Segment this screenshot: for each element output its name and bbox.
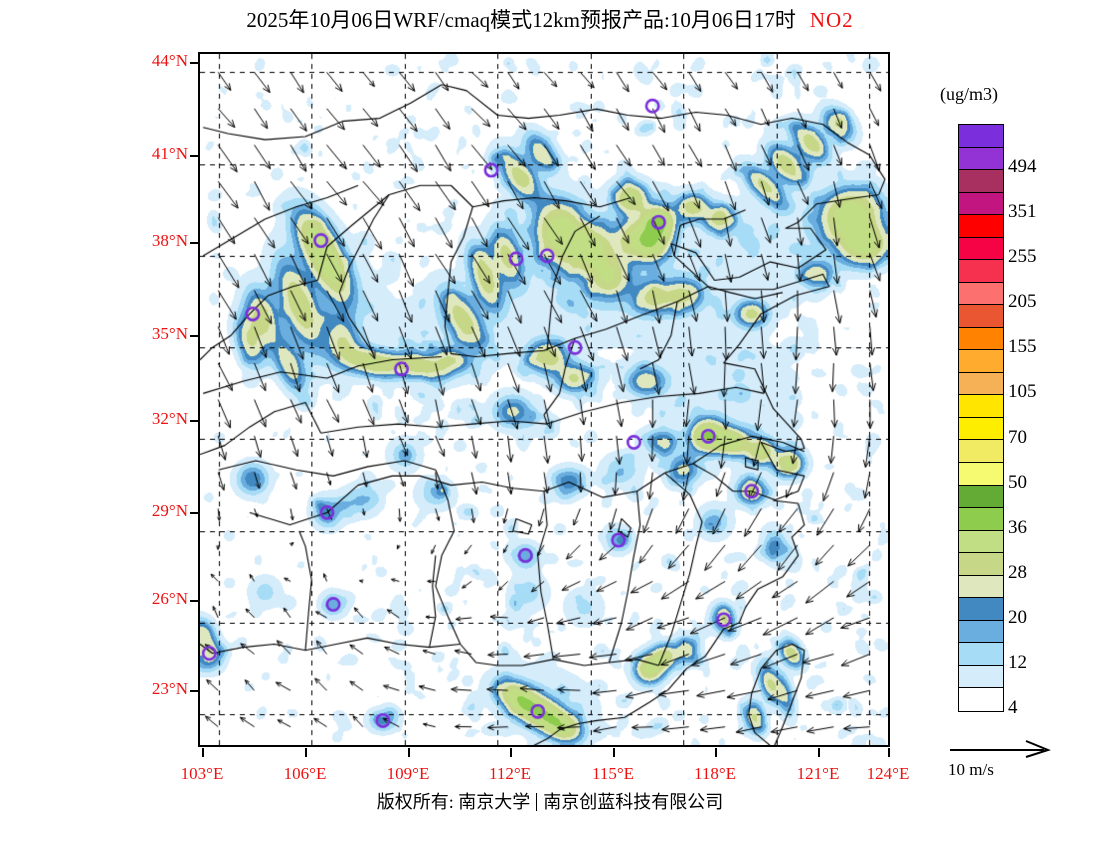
copyright: 版权所有: 南京大学 南京创蓝科技有限公司 [0, 788, 1100, 814]
colorbar-tick-155: 155 [1008, 336, 1037, 358]
colorbar-band-20 [959, 575, 1003, 599]
colorbar-labels: 494 351 255 205 155 105 70 50 36 28 20 12 4 [1008, 124, 1098, 718]
colorbar-band-11 [959, 372, 1003, 396]
colorbar-tick-28: 28 [1008, 561, 1027, 583]
colorbar[interactable] [958, 124, 1004, 712]
colorbar-band-9 [959, 327, 1003, 351]
colorbar-band-4 [959, 215, 1003, 238]
colorbar-band-16 [959, 485, 1003, 509]
lon-tick [818, 748, 820, 757]
colorbar-tick-494: 494 [1008, 156, 1037, 178]
colorbar-band-2 [959, 170, 1003, 193]
lon-tick [715, 748, 717, 757]
species-label: NO2 [809, 8, 854, 32]
map-canvas[interactable] [200, 54, 888, 745]
lon-label-115°E: 115°E [591, 764, 635, 783]
page-title: 2025年10月06日WRF/cmaq模式12km预报产品:10月06日17时 N… [0, 4, 1100, 34]
lon-label-109°E: 109°E [386, 764, 430, 783]
lon-label-124°E: 124°E [866, 764, 910, 783]
colorbar-tick-70: 70 [1008, 426, 1027, 448]
right-arrow-icon [950, 740, 1051, 758]
colorbar-band-6 [959, 260, 1003, 283]
copyright-left: 版权所有: 南京大学 [376, 792, 531, 812]
colorbar-tick-12: 12 [1008, 651, 1027, 673]
lat-label-23°N: 23°N [151, 679, 188, 698]
colorbar-tick-205: 205 [1008, 291, 1037, 313]
lon-tick [202, 748, 204, 757]
lat-label-41°N: 41°N [151, 144, 188, 163]
colorbar-band-24 [959, 665, 1003, 689]
lon-tick [408, 748, 410, 757]
lon-label-112°E: 112°E [488, 764, 532, 783]
lon-label-121°E: 121°E [796, 764, 840, 783]
colorbar-band-10 [959, 350, 1003, 373]
lon-label-106°E: 106°E [283, 764, 327, 783]
colorbar-tick-255: 255 [1008, 246, 1037, 268]
forecast-map[interactable] [198, 52, 890, 747]
colorbar-band-18 [959, 530, 1003, 554]
colorbar-band-8 [959, 305, 1003, 328]
colorbar-band-0 [959, 125, 1003, 148]
colorbar-band-17 [959, 508, 1003, 531]
lat-label-44°N: 44°N [151, 51, 188, 70]
colorbar-band-7 [959, 282, 1003, 306]
lat-label-35°N: 35°N [151, 324, 188, 343]
colorbar-band-25 [959, 688, 1003, 711]
lon-tick [305, 748, 307, 757]
colorbar-band-23 [959, 643, 1003, 666]
lon-tick [888, 748, 890, 757]
copyright-separator [536, 793, 538, 811]
lat-label-26°N: 26°N [151, 589, 188, 608]
colorbar-band-13 [959, 417, 1003, 441]
colorbar-band-21 [959, 598, 1003, 621]
legend-units: (ug/m3) [940, 84, 998, 104]
lon-label-103°E: 103°E [180, 764, 224, 783]
colorbar-band-22 [959, 620, 1003, 644]
copyright-right: 南京创蓝科技有限公司 [543, 792, 724, 812]
title-text: 2025年10月06日WRF/cmaq模式12km预报产品:10月06日17时 [246, 8, 796, 32]
lon-tick [510, 748, 512, 757]
wind-scale-label: 10 m/s [948, 760, 994, 779]
lat-label-32°N: 32°N [151, 409, 188, 428]
colorbar-tick-50: 50 [1008, 471, 1027, 493]
colorbar-tick-20: 20 [1008, 606, 1027, 628]
colorbar-band-19 [959, 553, 1003, 576]
colorbar-band-12 [959, 395, 1003, 418]
wind-scale: 10 m/s [948, 738, 1088, 779]
lon-tick [613, 748, 615, 757]
lat-label-38°N: 38°N [151, 231, 188, 250]
colorbar-tick-105: 105 [1008, 381, 1037, 403]
colorbar-tick-4: 4 [1008, 697, 1018, 718]
colorbar-tick-36: 36 [1008, 516, 1027, 538]
colorbar-band-15 [959, 462, 1003, 486]
colorbar-band-14 [959, 440, 1003, 463]
colorbar-tick-351: 351 [1008, 201, 1037, 223]
lon-label-118°E: 118°E [693, 764, 737, 783]
lat-label-29°N: 29°N [151, 501, 188, 520]
colorbar-band-1 [959, 147, 1003, 171]
colorbar-band-5 [959, 237, 1003, 261]
colorbar-band-3 [959, 192, 1003, 216]
